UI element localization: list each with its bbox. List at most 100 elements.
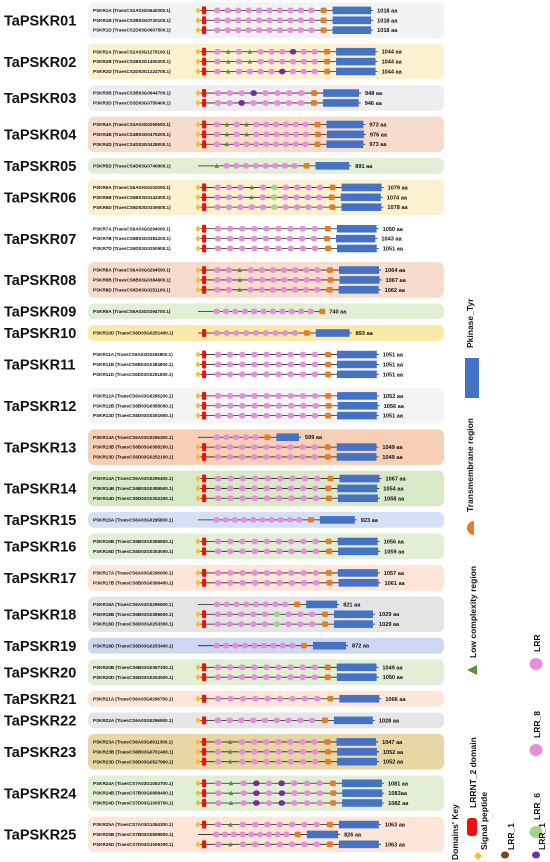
gene-row: PSKR14A (TraesCS6A03G0295400.1) 1067 aa bbox=[93, 474, 407, 483]
lrr-8-domain bbox=[281, 330, 289, 336]
lrrnt-2-domain bbox=[202, 183, 207, 192]
lrr-8-domain bbox=[248, 831, 255, 838]
low-complexity-region bbox=[244, 131, 249, 137]
gene-row: PSKR12B (TraesCS6B03G0385000.1) 1056 aa bbox=[93, 401, 405, 410]
gene-row: PSKR1D (TraesCS2D03G0607500.1) 1018 aa bbox=[93, 26, 398, 35]
lrr-8-domain bbox=[316, 184, 324, 191]
lrr-8-domain bbox=[308, 611, 316, 618]
lrr-8-domain bbox=[213, 642, 221, 649]
signal-peptide-domain bbox=[195, 780, 201, 787]
lrr-8-domain bbox=[261, 621, 269, 628]
lrr-8-domain bbox=[233, 141, 241, 148]
lrr-8-domain bbox=[214, 485, 222, 492]
pkinase-tyr-domain bbox=[306, 600, 338, 609]
lrr-8-domain bbox=[251, 495, 259, 502]
lrr-8-domain bbox=[311, 351, 319, 358]
signal-peptide-domain bbox=[195, 673, 201, 681]
signal-peptide-domain bbox=[195, 620, 201, 628]
lrr-8-domain bbox=[285, 717, 292, 724]
lrr-8-domain bbox=[288, 495, 295, 502]
family-group: TaPSKR10 PSKR10D (TraesCS6D03G0251400.1) 8… bbox=[4, 325, 444, 342]
lrr-8-domain bbox=[276, 579, 283, 586]
gene-row: PSKR21A (TraesCS6A03G0296700.1) 1066 aa bbox=[93, 694, 406, 703]
transmembrane-region bbox=[303, 163, 310, 169]
lrr-8-domain bbox=[282, 141, 290, 148]
lrr-8-domain bbox=[252, 141, 260, 148]
legend-lrr-1-purple-swatch bbox=[532, 851, 540, 859]
protein-length-label: 1049 aa bbox=[382, 665, 403, 671]
lrr-8-domain bbox=[308, 717, 316, 724]
low-complexity-region bbox=[227, 759, 233, 764]
family-background bbox=[88, 565, 444, 591]
gene-label: PSKR12A (TraesCS6A03G0295200.1) bbox=[93, 394, 173, 399]
lrr-8-domain bbox=[214, 821, 222, 828]
lrr-8-domain bbox=[316, 204, 324, 211]
family-label: TaPSKR21 bbox=[4, 692, 76, 708]
lrr-8-domain bbox=[274, 739, 282, 745]
lrr-8-domain bbox=[311, 393, 319, 399]
lrr-8-domain bbox=[275, 748, 283, 755]
lrr-1-domain bbox=[253, 790, 260, 797]
legend-lrr-1-swatch bbox=[501, 851, 509, 859]
lrr-8-domain bbox=[299, 758, 307, 765]
lrr-8-domain bbox=[227, 579, 234, 586]
transmembrane-region bbox=[325, 570, 332, 576]
lrr-8-domain bbox=[241, 642, 249, 649]
lrr-6-domain bbox=[270, 204, 278, 211]
signal-peptide-domain bbox=[195, 611, 201, 618]
lrr-8-domain bbox=[223, 162, 230, 169]
gene-label: PSKR1A (TraesCS2A03G0640300.1) bbox=[93, 8, 171, 13]
legend-transmembrane-swatch bbox=[467, 521, 474, 535]
lrr-8-domain bbox=[233, 601, 240, 608]
gene-row: PSKR8B (TraesCS6B03G0384600.1) 1067 aa bbox=[93, 275, 407, 284]
lrr-8-domain bbox=[227, 475, 234, 482]
pkinase-tyr-domain bbox=[337, 537, 378, 546]
gene-label: PSKR13B (TraesCS6B03G0385200.1) bbox=[93, 445, 174, 450]
lrr-8-domain bbox=[213, 516, 220, 523]
lrr-8-domain bbox=[232, 434, 240, 441]
lrr-8-domain bbox=[255, 7, 263, 14]
lrrnt-2-domain bbox=[202, 779, 207, 788]
lrr-8-domain bbox=[293, 184, 301, 191]
lrr-8-domain bbox=[226, 664, 234, 671]
pkinase-tyr-domain bbox=[336, 443, 377, 451]
protein-length-label: 1074 aa bbox=[387, 195, 408, 201]
lrr-8-domain bbox=[313, 821, 321, 828]
family-group: TaPSKR06 PSKR6A (TraesCS6A03G0102000.1) 10… bbox=[4, 179, 444, 216]
lrr-8-domain bbox=[225, 286, 232, 293]
lrr-8-domain bbox=[239, 831, 247, 838]
lrr-8-domain bbox=[275, 664, 282, 671]
gene-label: PSKR20B (TraesCS6B03G0387300.1) bbox=[93, 665, 174, 670]
lrr-8-domain bbox=[312, 495, 320, 502]
family-label: TaPSKR08 bbox=[4, 273, 76, 289]
gene-row: PSKR18A (TraesCS6A03G0296500.1) 821 aa bbox=[93, 600, 361, 609]
signal-peptide-domain bbox=[195, 475, 201, 482]
legend-lrr-6-label: LRR_6 bbox=[532, 793, 542, 820]
lrr-8-domain bbox=[314, 277, 322, 283]
pkinase-tyr-domain bbox=[341, 203, 382, 211]
lrr-8-domain bbox=[297, 90, 305, 96]
lrr-8-domain bbox=[278, 58, 286, 65]
gene-label: PSKR9A (TraesCS6A03G0294700.1) bbox=[93, 309, 171, 314]
lrr-8-domain bbox=[213, 308, 221, 315]
lrr-8-domain bbox=[235, 48, 243, 55]
transmembrane-region bbox=[330, 790, 337, 796]
protein-length-label: 1043 aa bbox=[381, 237, 402, 243]
pkinase-tyr-domain bbox=[322, 99, 359, 107]
transmembrane-region bbox=[320, 17, 327, 24]
lrr-8-domain bbox=[226, 444, 234, 450]
family-label: TaPSKR07 bbox=[4, 232, 76, 248]
lrr-8-domain bbox=[250, 308, 258, 315]
lrr-8-domain bbox=[303, 790, 311, 797]
low-complexity-region bbox=[227, 749, 233, 754]
signal-peptide-domain bbox=[195, 758, 201, 765]
signal-peptide-domain bbox=[195, 58, 201, 65]
lrr-8-domain bbox=[251, 758, 258, 765]
lrr-8-domain bbox=[299, 412, 307, 419]
family-group: TaPSKR12 PSKR12A (TraesCS6A03G0295200.1) 1… bbox=[4, 387, 444, 424]
family-label: TaPSKR14 bbox=[4, 482, 76, 498]
transmembrane-region bbox=[324, 58, 331, 65]
lrr-8-domain bbox=[259, 204, 267, 211]
low-complexity-region bbox=[226, 58, 231, 64]
lrr-8-domain bbox=[213, 330, 221, 336]
